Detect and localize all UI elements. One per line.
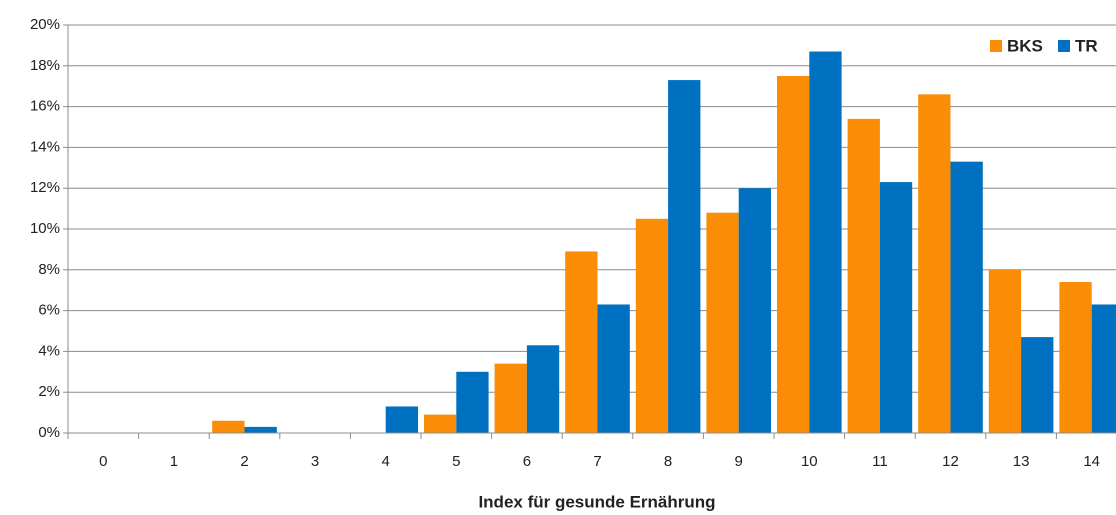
x-tick-label: 3	[311, 453, 319, 470]
x-tick-label: 9	[735, 453, 743, 470]
y-tick-label: 20%	[30, 16, 60, 33]
y-tick-label: 6%	[38, 302, 60, 319]
bar	[597, 304, 630, 433]
bar	[879, 182, 913, 433]
x-tick-label: 0	[99, 453, 107, 470]
y-tick-label: 10%	[30, 220, 60, 237]
x-tick-label: 7	[593, 453, 601, 470]
x-tick-label: 1	[170, 453, 178, 470]
x-tick-label: 14	[1083, 453, 1100, 470]
x-tick-label: 2	[240, 453, 248, 470]
x-tick-label: 12	[942, 453, 959, 470]
x-tick-label: 5	[452, 453, 460, 470]
bar	[1021, 337, 1054, 433]
bar	[565, 251, 598, 433]
y-tick-label: 14%	[30, 138, 60, 155]
y-tick-label: 0%	[38, 424, 60, 441]
x-tick-label: 11	[872, 453, 888, 470]
bar	[988, 269, 1022, 433]
bar	[424, 414, 457, 433]
bar	[777, 76, 810, 433]
x-tick-label: 4	[382, 453, 390, 470]
bar	[950, 161, 983, 433]
bar	[668, 80, 701, 433]
bar	[738, 188, 771, 433]
bar	[1091, 304, 1116, 433]
bar	[385, 406, 418, 433]
y-tick-label: 4%	[38, 342, 60, 359]
bar	[456, 371, 489, 433]
y-tick-label: 18%	[30, 57, 60, 74]
x-tick-label: 8	[664, 453, 672, 470]
legend-label: TR	[1075, 36, 1098, 55]
x-tick-label: 10	[801, 453, 818, 470]
bar	[847, 118, 880, 433]
x-axis-title: Index für gesunde Ernährung	[478, 492, 715, 511]
bar	[212, 420, 245, 433]
legend-swatch	[1058, 40, 1070, 52]
x-tick-label: 13	[1013, 453, 1030, 470]
bar	[635, 218, 669, 433]
y-tick-label: 8%	[38, 261, 60, 278]
bar	[244, 426, 277, 433]
bar	[809, 51, 842, 434]
bar	[1059, 282, 1092, 433]
y-tick-label: 2%	[38, 383, 60, 400]
y-tick-label: 12%	[30, 179, 60, 196]
x-tick-label: 6	[523, 453, 531, 470]
legend-swatch	[990, 40, 1002, 52]
y-tick-label: 16%	[30, 98, 60, 115]
bar	[494, 363, 527, 433]
bar	[918, 94, 951, 434]
bar	[706, 212, 739, 433]
legend-label: BKS	[1007, 36, 1043, 55]
bar	[526, 345, 560, 433]
